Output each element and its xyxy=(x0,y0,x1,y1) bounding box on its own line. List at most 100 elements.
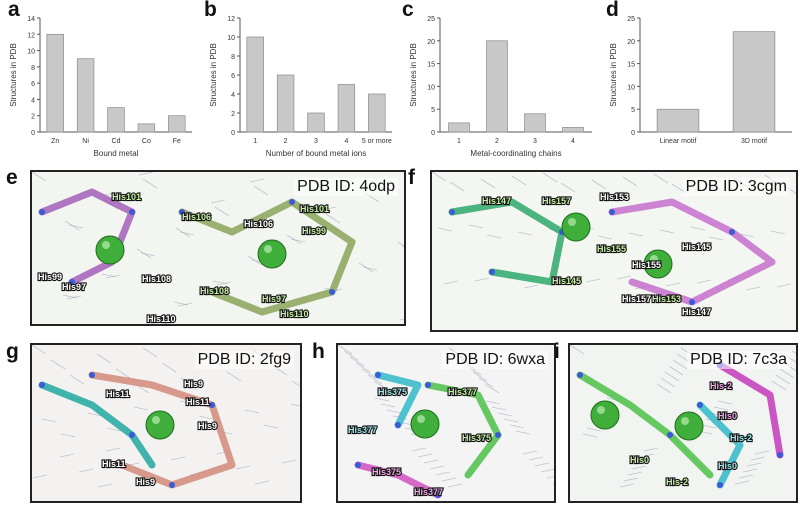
wireframe-stick xyxy=(247,255,263,266)
wireframe-stick xyxy=(701,424,717,429)
wireframe-stick xyxy=(485,400,501,405)
residue-label: His-2 xyxy=(730,433,752,443)
pdb-id-label: PDB ID: 2fg9 xyxy=(194,351,294,369)
wireframe-stick xyxy=(546,476,554,479)
wireframe-stick xyxy=(138,172,154,176)
wireframe-stick xyxy=(87,412,103,417)
metal-ion xyxy=(257,239,287,269)
wireframe-stick xyxy=(443,280,459,285)
nitrogen-atom xyxy=(89,372,95,378)
bar xyxy=(562,127,584,133)
wireframe-stick xyxy=(554,281,570,286)
wireframe-stick xyxy=(776,283,792,288)
chart-b: b 0 2 4 6 8 10 12 1 2 3 4 5 or more Number of bound … xyxy=(200,0,400,160)
residue-label: His99 xyxy=(302,226,326,236)
wireframe-stick xyxy=(517,231,533,236)
metal-ion-highlight xyxy=(650,255,658,263)
panel-letter: c xyxy=(402,0,414,21)
nitrogen-atom xyxy=(489,269,495,275)
wireframe-stick xyxy=(367,374,383,385)
wireframe-stick xyxy=(101,273,117,278)
metal-ion xyxy=(590,400,620,430)
wireframe-stick xyxy=(472,371,488,382)
x-tick-label: Ni xyxy=(82,138,89,145)
wireframe-stick xyxy=(787,356,796,363)
bar xyxy=(732,31,776,133)
wireframe-stick xyxy=(263,424,279,429)
wireframe-stick xyxy=(180,377,196,388)
wireframe-stick xyxy=(175,227,191,238)
wireframe-stick xyxy=(708,236,724,241)
x-tick-label: 4 xyxy=(344,138,348,145)
metal-ion xyxy=(95,235,125,265)
residue-label: His147 xyxy=(682,307,711,317)
nitrogen-atom xyxy=(697,402,703,408)
x-tick-label: 2 xyxy=(284,138,288,145)
nitrogen-atom xyxy=(729,229,735,235)
panel-letter: e xyxy=(6,166,18,189)
x-tick-label: 4 xyxy=(571,138,575,145)
wireframe-stick xyxy=(96,353,112,364)
wireframe-stick xyxy=(447,483,463,488)
y-tick-label: 12 xyxy=(27,32,35,39)
nitrogen-atom xyxy=(667,432,673,438)
residue-label: His9 xyxy=(136,477,155,487)
y-tick-label: 0 xyxy=(431,130,435,137)
wireframe-stick xyxy=(64,220,80,231)
wireframe-stick xyxy=(432,172,447,182)
nitrogen-atom xyxy=(39,209,45,215)
bar xyxy=(448,122,470,133)
chart-c-svg: 0 5 10 15 20 25 1 2 3 4 Metal-coordinating chains S… xyxy=(409,16,592,158)
y-tick-label: 0 xyxy=(231,130,235,137)
wireframe-stick xyxy=(449,181,465,192)
wireframe-stick xyxy=(349,356,365,367)
y-tick-label: 10 xyxy=(227,35,235,42)
wireframe-stick xyxy=(542,172,558,183)
wireframe-stick xyxy=(437,227,453,232)
wireframe-stick xyxy=(639,453,655,458)
residue-label: His101 xyxy=(112,192,141,202)
wireframe-stick xyxy=(97,483,113,488)
wireframe-stick xyxy=(374,397,390,402)
wireframe-stick xyxy=(511,175,527,186)
wireframe-stick xyxy=(528,456,544,461)
wireframe-stick xyxy=(597,235,613,240)
wireframe-stick xyxy=(69,374,85,385)
panel-letter: d xyxy=(606,0,619,21)
bar xyxy=(307,112,325,133)
residue-label: His11 xyxy=(106,389,130,399)
wireframe-stick xyxy=(659,229,675,234)
residue-label: His106 xyxy=(182,212,211,222)
chart-d-svg: 0 5 10 15 20 25 Linear motif 3D motif Structures… xyxy=(609,16,792,145)
wireframe-stick xyxy=(664,371,680,382)
y-tick-label: 8 xyxy=(231,54,235,61)
residue-label: His153 xyxy=(652,294,681,304)
residue-label: His110 xyxy=(280,309,309,319)
wireframe-stick xyxy=(142,178,158,189)
wireframe-stick xyxy=(656,383,672,394)
residue-label: His99 xyxy=(38,272,62,282)
wireframe-stick xyxy=(622,176,638,187)
nitrogen-atom xyxy=(129,209,135,215)
residue-label: His153 xyxy=(600,192,629,202)
wireframe-stick xyxy=(696,279,712,284)
wireframe-stick xyxy=(281,459,297,464)
panel-letter: h xyxy=(312,340,325,363)
wireframe-stick xyxy=(399,318,404,321)
nitrogen-atom xyxy=(717,482,723,488)
metal-ion xyxy=(674,411,704,441)
wireframe-stick xyxy=(291,380,300,387)
wireframe-stick xyxy=(775,374,791,385)
nitrogen-atom xyxy=(449,209,455,215)
y-tick-label: 12 xyxy=(227,16,235,23)
wireframe-stick xyxy=(478,377,494,388)
y-tick-label: 2 xyxy=(31,114,35,121)
residue-label: His97 xyxy=(262,294,286,304)
y-tick-label: 4 xyxy=(31,97,35,104)
residue-label: His0 xyxy=(718,461,737,471)
y-axis-label: Structures in PDB xyxy=(609,43,618,107)
wireframe-stick xyxy=(660,377,676,388)
nitrogen-atom xyxy=(777,452,783,458)
wireframe-stick xyxy=(133,406,149,411)
wireframe-stick xyxy=(173,301,189,306)
